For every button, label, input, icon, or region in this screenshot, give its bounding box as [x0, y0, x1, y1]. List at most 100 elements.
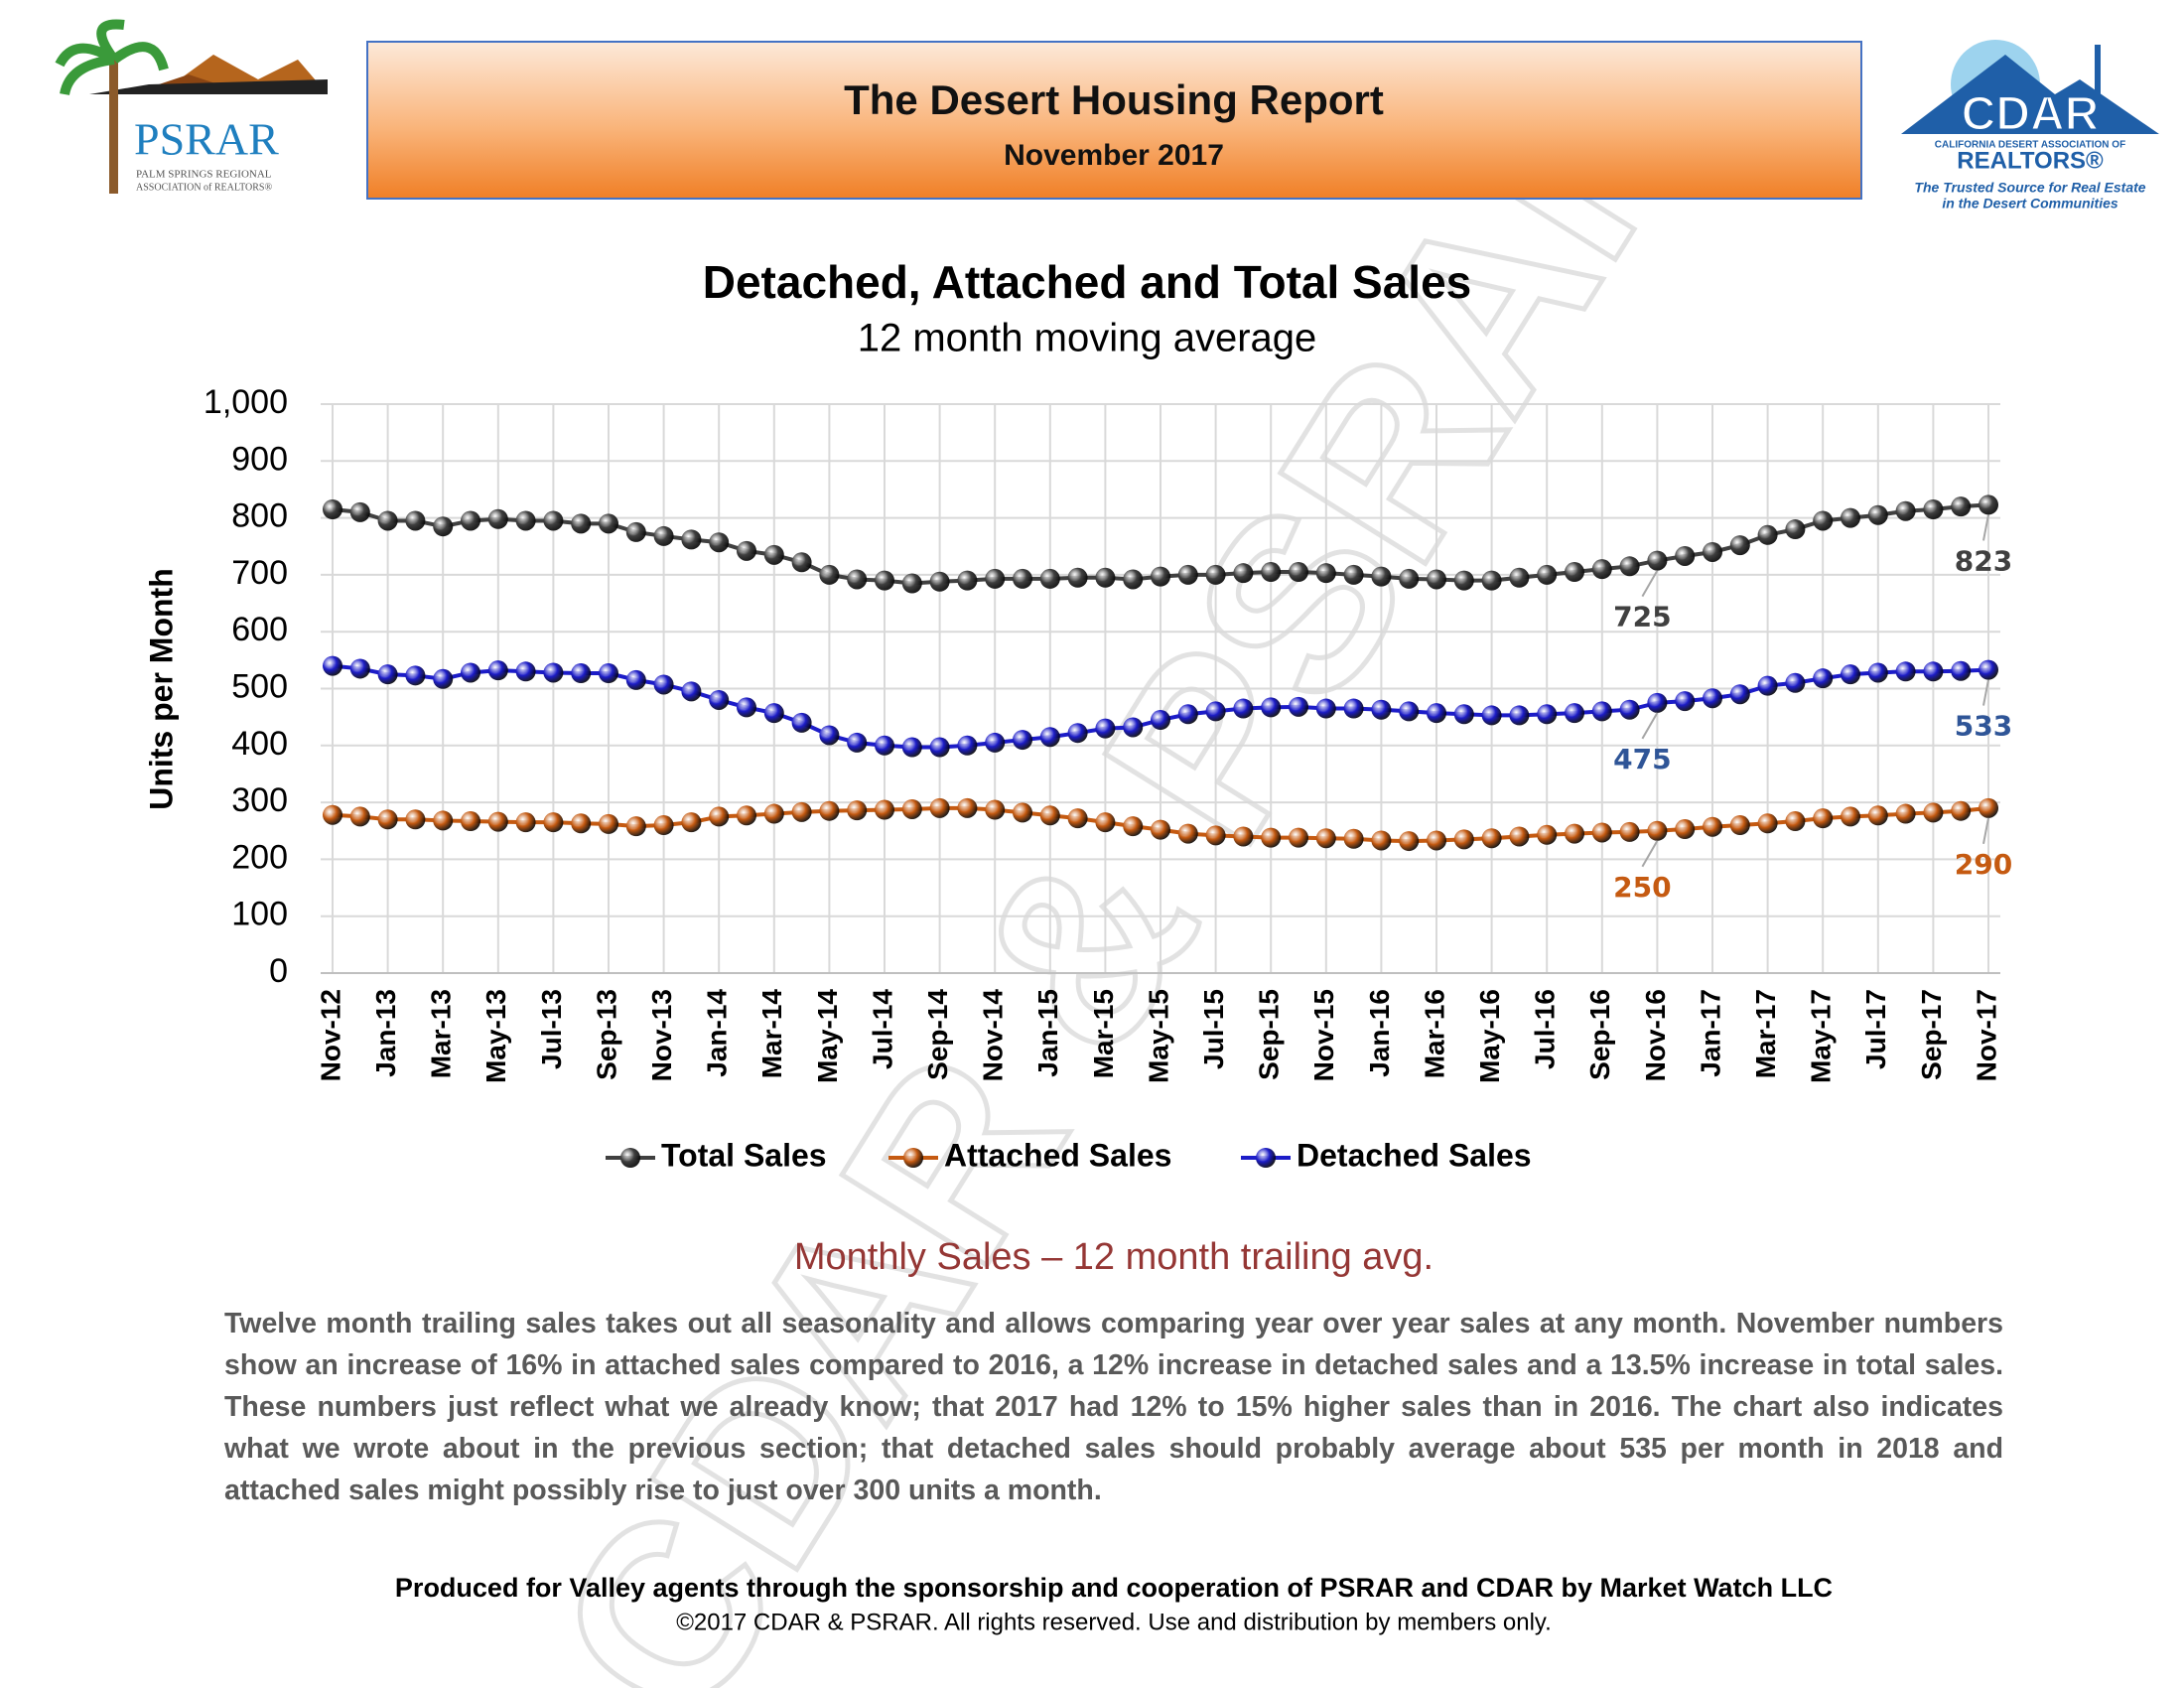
data-point	[681, 681, 702, 702]
data-point	[1371, 830, 1392, 851]
leader-line	[1641, 570, 1659, 598]
data-point	[1067, 567, 1088, 588]
psrar-line: ASSOCIATION of REALTORS®	[136, 182, 272, 193]
data-point	[847, 800, 868, 821]
data-point	[681, 529, 702, 550]
data-point	[763, 803, 784, 824]
body-text: Twelve month trailing sales takes out al…	[224, 1308, 2003, 1506]
x-tick-label: May-16	[1474, 989, 1505, 1083]
data-point	[1591, 822, 1612, 843]
x-tick-label: Sep-15	[1254, 989, 1285, 1080]
data-point	[1233, 826, 1254, 847]
data-point	[1757, 675, 1778, 696]
data-point	[709, 806, 730, 827]
data-point	[1233, 563, 1254, 584]
data-point	[1261, 827, 1282, 848]
data-point	[1647, 550, 1668, 571]
data-point	[515, 510, 536, 531]
data-point	[323, 499, 342, 520]
data-point	[1151, 819, 1170, 840]
data-point	[1841, 806, 1860, 827]
data-point	[1565, 562, 1584, 583]
data-point	[791, 552, 812, 573]
x-tick-label: Jul-14	[867, 989, 897, 1069]
data-point	[957, 570, 978, 591]
data-point	[1151, 710, 1170, 731]
data-point	[571, 513, 592, 534]
x-tick-label: Nov-12	[315, 989, 345, 1081]
x-tick-label: May-14	[812, 989, 843, 1083]
x-tick-label: Jan-14	[702, 989, 733, 1077]
cdar-tagline: The Trusted Source for Real Estate	[1914, 180, 2145, 196]
data-point	[1923, 661, 1944, 682]
data-point	[1481, 828, 1502, 849]
data-point	[1951, 496, 1972, 517]
x-tick-label: May-17	[1806, 989, 1837, 1083]
header-box	[366, 41, 1862, 200]
data-point	[1177, 823, 1198, 844]
data-point	[377, 809, 398, 830]
x-tick-label: May-15	[1143, 989, 1173, 1083]
data-point	[1537, 564, 1558, 585]
y-tick-label: 100	[231, 896, 288, 933]
x-tick-label: Jul-16	[1530, 989, 1561, 1069]
data-point	[461, 811, 480, 832]
data-point	[1895, 661, 1916, 682]
data-point	[875, 570, 894, 591]
x-tick-label: Jul-15	[1198, 989, 1229, 1069]
data-point	[1703, 816, 1722, 837]
x-tick-label: Sep-14	[922, 989, 953, 1080]
y-tick-label: 900	[231, 440, 288, 478]
data-point	[1399, 568, 1420, 589]
data-point	[1591, 701, 1612, 722]
data-point	[1813, 668, 1834, 689]
x-tick-label: Nov-16	[1640, 989, 1671, 1081]
x-tick-label: Mar-15	[1088, 989, 1119, 1078]
data-point	[349, 501, 370, 522]
data-point	[1399, 701, 1420, 722]
data-point	[1039, 727, 1060, 748]
data-point	[1757, 524, 1778, 545]
leader-line	[1982, 817, 1989, 845]
x-tick-label: Sep-13	[591, 989, 621, 1080]
data-point	[1923, 802, 1944, 823]
data-point	[1675, 819, 1696, 840]
data-point	[1675, 545, 1696, 566]
data-point	[1151, 566, 1170, 587]
data-point	[1565, 703, 1584, 724]
data-point	[1399, 831, 1420, 852]
data-point	[1757, 813, 1778, 834]
data-point	[1067, 808, 1088, 829]
data-point	[985, 568, 1006, 589]
data-point	[1481, 705, 1502, 726]
x-tick-label: Sep-16	[1584, 989, 1615, 1080]
x-tick-label: Nov-13	[646, 989, 677, 1081]
data-point	[653, 525, 674, 546]
y-tick-label: 300	[231, 781, 288, 819]
legend-label: Attached Sales	[944, 1137, 1171, 1173]
data-point	[653, 674, 674, 695]
data-point	[1675, 691, 1696, 712]
data-point	[515, 812, 536, 833]
data-point	[819, 800, 840, 821]
data-point	[1841, 507, 1860, 528]
data-point	[791, 712, 812, 733]
data-point	[929, 797, 950, 818]
data-point	[599, 813, 618, 834]
data-point	[1427, 703, 1446, 724]
cdar-line: REALTORS®	[1957, 147, 2104, 174]
data-point	[1509, 567, 1530, 588]
legend-marker	[620, 1148, 640, 1168]
data-point	[929, 571, 950, 592]
x-tick-label: Jan-15	[1032, 989, 1063, 1077]
data-point	[461, 510, 480, 531]
data-point	[1813, 510, 1834, 531]
data-point	[625, 816, 646, 837]
cdar-name: CDAR	[1962, 88, 2100, 141]
data-point	[433, 668, 454, 689]
data-point	[1785, 519, 1806, 540]
legend-marker	[1256, 1148, 1276, 1168]
data-point	[847, 569, 868, 590]
data-point	[1565, 823, 1584, 844]
